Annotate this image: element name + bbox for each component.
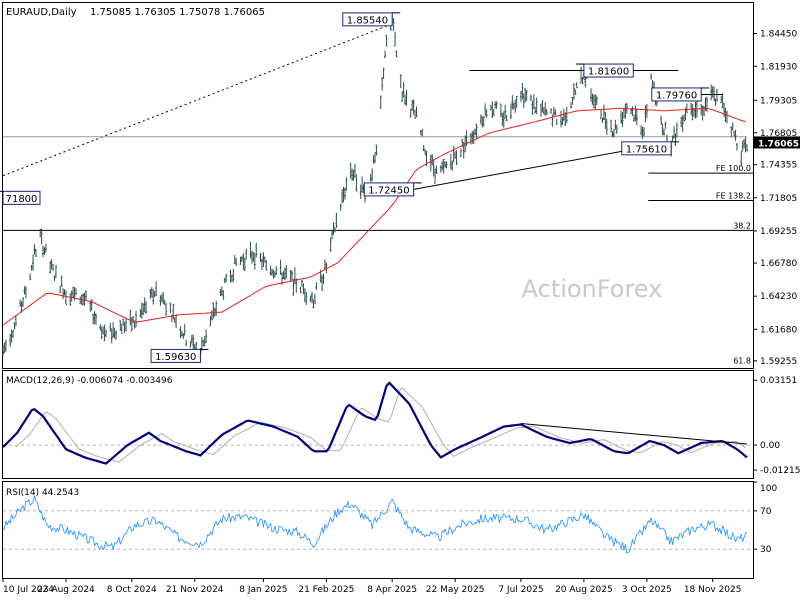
price-y-tick-label: 1.66780 <box>760 259 797 269</box>
rsi-title: RSI(14) 44.2543 <box>6 488 79 498</box>
macd-y-tick-label: 0.00 <box>760 441 780 451</box>
level-line-label: 61.8 <box>733 356 751 365</box>
price-panel-frame <box>2 2 754 369</box>
price-y-tick-label: 1.69255 <box>760 227 797 237</box>
price-y-tick-label: 1.79305 <box>760 96 797 106</box>
price-label-box <box>342 12 393 27</box>
macd-panel-frame <box>2 370 754 479</box>
chart-header-ohlc: 1.75085 1.76305 1.75078 1.76065 <box>90 7 265 18</box>
x-axis-label: 20 Aug 2025 <box>555 585 613 595</box>
current-price-marker <box>754 136 800 149</box>
price-label: 1.79760 <box>656 90 697 101</box>
rsi-y-tick-label: 100 <box>760 484 777 494</box>
x-axis-label: 10 Jul 2024 <box>3 585 54 595</box>
level-line-label: FE 138.2 <box>716 191 751 200</box>
price-y-tick-label: 1.81930 <box>760 62 797 72</box>
rsi-line <box>2 495 748 554</box>
current-price-label: 1.76065 <box>758 139 799 149</box>
macd-main-line <box>2 381 748 465</box>
price-label: 1.85540 <box>347 15 388 26</box>
price-y-tick-label: 1.64230 <box>760 292 797 302</box>
trend-line <box>2 23 393 177</box>
macd-title: MACD(12,26,9) -0.006074 -0.003496 <box>6 376 173 386</box>
level-line-label: 38.2 <box>733 221 751 230</box>
price-label-box <box>651 87 702 102</box>
price-label-box <box>583 63 634 78</box>
price-label-box <box>363 182 415 197</box>
x-axis-label: 23 Aug 2024 <box>37 585 95 595</box>
price-label: 1.81600 <box>588 67 629 78</box>
trend-line <box>413 146 649 190</box>
price-y-tick-label: 1.74355 <box>760 161 797 171</box>
level-line-label: FE 100.0 <box>716 164 751 173</box>
rsi-y-tick-label: 30 <box>760 545 772 555</box>
macd-signal-line <box>15 387 746 463</box>
price-label: 71800 <box>6 194 38 205</box>
x-axis-label: 8 Apr 2025 <box>367 585 417 595</box>
price-bars <box>2 12 748 356</box>
price-label-box <box>2 190 41 205</box>
chart-header-symbol: EURAUD,Daily <box>6 7 77 18</box>
price-y-tick-label: 1.61680 <box>760 325 797 335</box>
rsi-y-tick-label: 70 <box>760 507 772 517</box>
rsi-panel-frame <box>2 481 754 579</box>
x-axis-label: 22 May 2025 <box>426 585 485 595</box>
price-y-tick-label: 1.71805 <box>760 194 797 204</box>
x-axis-label: 3 Oct 2025 <box>622 585 672 595</box>
price-y-tick-label: 1.59255 <box>760 357 797 367</box>
x-axis-label: 8 Oct 2024 <box>107 585 157 595</box>
price-y-tick-label: 1.84450 <box>760 30 797 40</box>
macd-y-tick-label: 0.03151 <box>760 376 797 386</box>
x-axis-label: 7 Jul 2025 <box>498 585 543 595</box>
price-y-tick-label: 1.76805 <box>760 129 797 139</box>
x-axis-label: 8 Jan 2025 <box>239 585 287 595</box>
x-axis-label: 18 Nov 2025 <box>684 585 742 595</box>
moving-average-line <box>2 107 746 326</box>
watermark: ActionForex <box>522 275 663 303</box>
macd-trend-line <box>520 422 748 445</box>
price-label: 1.75610 <box>626 144 667 155</box>
price-label-box <box>621 141 672 156</box>
price-label: 1.59630 <box>155 352 196 363</box>
macd-y-tick-label: -0.012158 <box>760 466 800 476</box>
x-axis-label: 21 Nov 2024 <box>166 585 224 595</box>
price-label-box <box>150 348 201 363</box>
x-axis-label: 21 Feb 2025 <box>298 585 354 595</box>
price-label: 1.72450 <box>368 185 409 196</box>
